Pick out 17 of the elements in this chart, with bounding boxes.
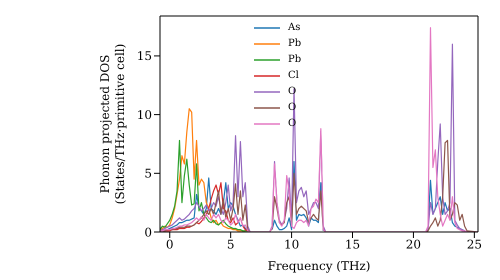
- x-tick-label: 10: [284, 238, 300, 252]
- y-tick-label: 0: [144, 225, 152, 240]
- line-series: [160, 140, 248, 232]
- x-tick-label: 15: [344, 238, 360, 252]
- x-tick-label: 0: [166, 238, 174, 252]
- legend-label: Pb: [288, 53, 302, 67]
- legend-label: Pb: [288, 37, 302, 51]
- x-tick-label: 25: [466, 238, 482, 252]
- legend-label: Cl: [288, 69, 299, 83]
- legend-label: As: [288, 21, 300, 35]
- x-tick-label: 20: [406, 238, 422, 252]
- y-tick-label: 15: [136, 49, 152, 64]
- y-axis-title: Phonon projected DOS (States/THz·primitive cell): [98, 44, 127, 204]
- y-tick-label: 10: [136, 108, 152, 122]
- x-axis-title: Frequency (THz): [268, 259, 370, 273]
- y-tick-label: 5: [144, 166, 152, 181]
- x-tick-label: 5: [226, 238, 234, 252]
